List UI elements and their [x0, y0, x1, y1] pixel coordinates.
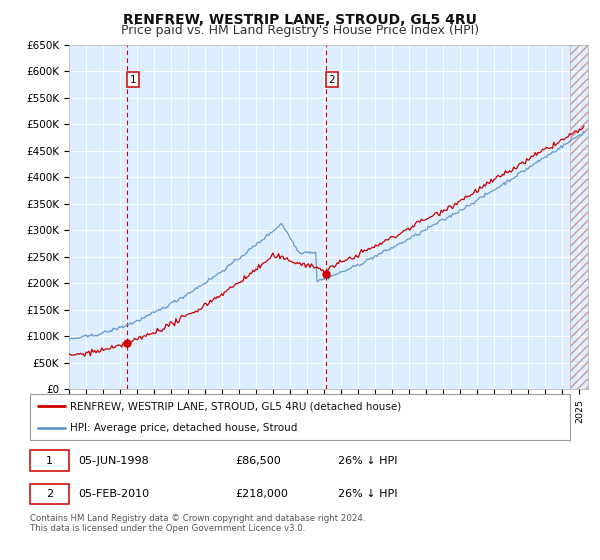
Text: 05-FEB-2010: 05-FEB-2010	[79, 489, 150, 499]
Text: 1: 1	[130, 74, 136, 85]
Text: HPI: Average price, detached house, Stroud: HPI: Average price, detached house, Stro…	[71, 423, 298, 433]
Text: £218,000: £218,000	[235, 489, 288, 499]
Text: Contains HM Land Registry data © Crown copyright and database right 2024.: Contains HM Land Registry data © Crown c…	[30, 514, 365, 523]
Text: 2: 2	[328, 74, 335, 85]
FancyBboxPatch shape	[30, 484, 69, 505]
Text: 2: 2	[46, 489, 53, 499]
Text: This data is licensed under the Open Government Licence v3.0.: This data is licensed under the Open Gov…	[30, 524, 305, 533]
Text: RENFREW, WESTRIP LANE, STROUD, GL5 4RU: RENFREW, WESTRIP LANE, STROUD, GL5 4RU	[123, 13, 477, 27]
Text: 26% ↓ HPI: 26% ↓ HPI	[338, 489, 397, 499]
Text: Price paid vs. HM Land Registry's House Price Index (HPI): Price paid vs. HM Land Registry's House …	[121, 24, 479, 37]
Text: 1: 1	[46, 456, 53, 466]
Text: £86,500: £86,500	[235, 456, 281, 466]
FancyBboxPatch shape	[30, 450, 69, 471]
Text: 26% ↓ HPI: 26% ↓ HPI	[338, 456, 397, 466]
Text: RENFREW, WESTRIP LANE, STROUD, GL5 4RU (detached house): RENFREW, WESTRIP LANE, STROUD, GL5 4RU (…	[71, 401, 402, 411]
Text: 05-JUN-1998: 05-JUN-1998	[79, 456, 149, 466]
